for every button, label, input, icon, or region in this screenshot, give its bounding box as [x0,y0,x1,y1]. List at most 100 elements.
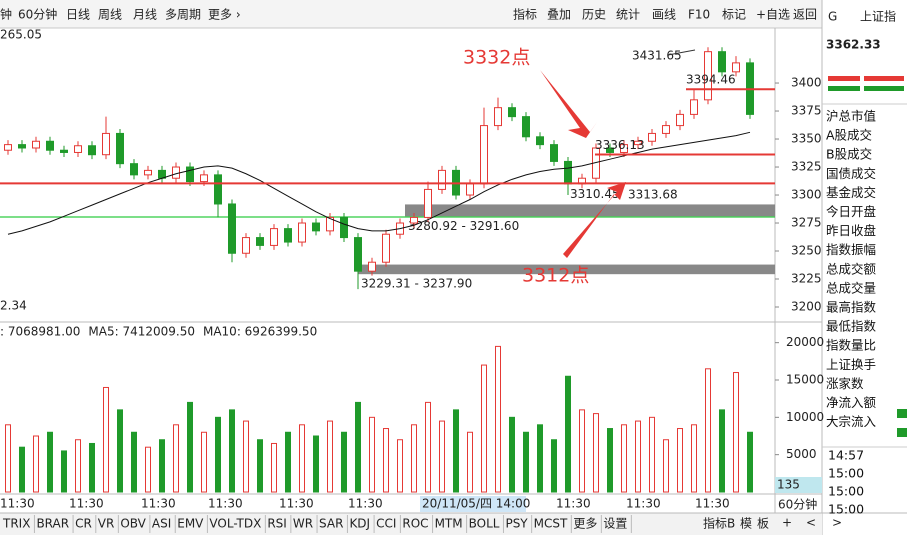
toolbar-button[interactable]: +自选 [756,8,790,22]
axis-box [775,477,822,493]
volume-bar [243,420,249,493]
candle-body [340,216,348,239]
indicator-tab[interactable]: 更多 [573,517,597,531]
volume-bar [369,416,375,493]
axis-box-label: 135 [777,478,800,492]
volume-bar [621,424,627,493]
candle-body [144,169,152,176]
candle-body [186,166,194,183]
candle-body [116,132,124,165]
indicator-tab[interactable]: VR [98,517,115,531]
volume-legend: MA10: 6926399.50 [203,325,317,339]
tab-button[interactable]: 指标B [703,516,735,531]
volume-bar [145,446,151,493]
x-tick-label: 11:30 [556,497,591,511]
volume-bar [733,372,739,493]
volume-bar [747,431,753,493]
control[interactable]: < [806,516,816,530]
toolbar-button[interactable]: F10 [688,8,710,22]
indicator-tab[interactable]: EMV [177,517,204,531]
toolbar-button[interactable]: 统计 [616,8,640,22]
y-tick-label: 3400 [791,76,822,90]
volume-bar [523,431,529,493]
indicator-tab[interactable]: VOL-TDX [209,517,261,531]
tab-button[interactable]: 板 [757,517,769,531]
toolbar-button[interactable]: 更多 › [208,8,241,22]
candle-body [662,125,670,134]
toolbar-button[interactable]: 指标 [513,7,537,22]
indicator-tab[interactable]: CCI [376,517,396,531]
candle-body [508,107,516,118]
toolbar-button[interactable]: 钟 [0,7,12,22]
toolbar [0,0,822,28]
indicator-tab[interactable]: SAR [319,517,343,531]
volume-bar [453,409,459,493]
indicator-tab[interactable]: PSY [505,517,528,531]
toolbar-button[interactable]: 返回 [793,8,817,22]
logo: G [828,10,837,24]
indicator-tab[interactable]: BRAR [36,517,69,531]
indicator-tab[interactable]: ROC [402,517,428,531]
toolbar-button[interactable]: 标记 [722,8,746,22]
indicator-tab[interactable]: TRIX [2,517,30,531]
indicator-tab[interactable]: BOLL [469,517,500,531]
flow-mark [897,428,907,437]
stat-label: 上证换手 [826,357,876,372]
bar [864,76,904,81]
cursor-label: 20/11/05/四 14:00 [422,497,530,511]
volume-bar [537,424,543,493]
y-tick-label: 15000 [786,372,824,386]
candle-body [228,203,236,254]
indicator-tab[interactable]: KDJ [349,517,370,531]
high-label: 3431.65 [632,49,682,63]
bar [828,76,860,81]
candle-body [32,140,40,149]
indicator-tab[interactable]: OBV [120,517,146,531]
volume-bar [663,439,669,493]
toolbar-button[interactable]: 多周期 [165,8,201,22]
y-tick-label: 5000 [786,447,817,461]
candle-body [606,147,614,153]
level-label: 3336.13 [595,138,645,152]
candle-body [648,132,656,142]
volume-bar [509,416,515,493]
candle-body [382,233,390,263]
volume-bar [439,420,445,493]
toolbar-button[interactable]: 周线 [98,8,122,22]
indicator-tab[interactable]: 设置 [603,517,627,531]
toolbar-button[interactable]: 历史 [582,8,606,22]
indicator-tab[interactable]: CR [75,517,92,531]
stat-label: 净流入额 [826,395,877,410]
indicator-tab[interactable]: MCST [534,517,568,531]
indicator-tab[interactable]: ASI [152,517,171,531]
tab-button[interactable]: 模 [740,517,752,531]
stat-label: 总成交额 [826,261,877,276]
toolbar-button[interactable]: 画线 [652,8,676,22]
toolbar-button[interactable]: 60分钟 [18,7,57,22]
indicator-tab[interactable]: MTM [435,517,463,531]
volume-legend: MA5: 7412009.50 [88,325,195,339]
control[interactable]: + [782,516,792,530]
bar [864,86,904,91]
indicator-tab[interactable]: RSI [267,517,287,531]
toolbar-button[interactable]: 日线 [66,8,90,22]
volume-bar [33,435,39,493]
toolbar-button[interactable]: 月线 [133,8,157,22]
pointer [667,49,696,56]
band-label: 3229.31 - 3237.90 [361,277,472,291]
x-tick-label: 11:30 [695,497,730,511]
tick-time: 15:00 [828,502,864,517]
toolbar-button[interactable]: 叠加 [547,8,571,22]
indicator-tab[interactable]: WR [293,517,313,531]
volume-bar [159,439,165,493]
control[interactable]: > [832,516,842,530]
flow-mark [897,409,907,418]
stat-label: B股成交 [826,147,872,162]
index-name: 上证指 [860,9,896,24]
candle-body [480,125,488,185]
y-tick-label: 3300 [791,188,822,202]
x-tick-label: 11:30 [348,497,383,511]
stat-label: 沪总市值 [826,109,876,124]
candle-body [410,216,418,224]
stat-label: 昨日收盘 [826,223,876,238]
